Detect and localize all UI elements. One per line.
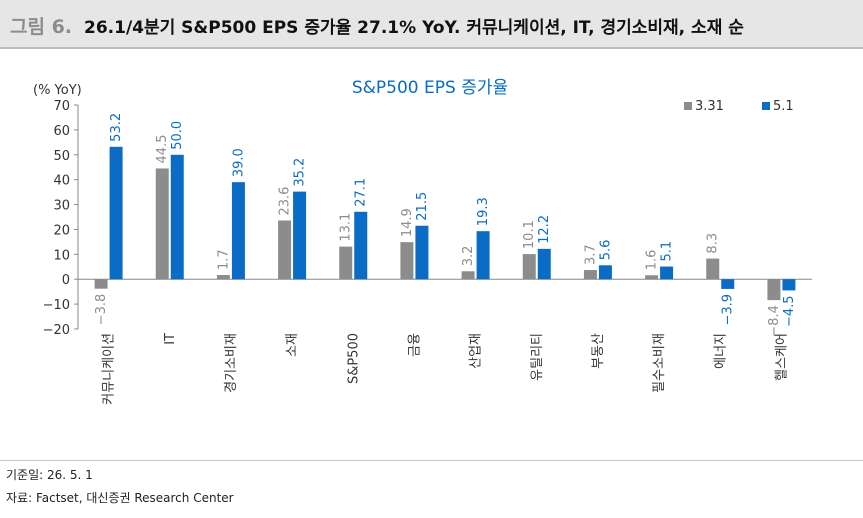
bar-series1: [400, 242, 414, 280]
data-label: 12.2: [537, 215, 552, 244]
bar-series2: [721, 279, 735, 289]
data-label: 14.9: [400, 208, 415, 237]
legend-swatch-2: [762, 102, 770, 110]
y-tick-label: −10: [43, 298, 70, 313]
bar-series1: [706, 258, 720, 280]
category-label: 필수소비재: [652, 333, 667, 393]
bar-series2: [476, 231, 490, 280]
category-label: 에너지: [713, 333, 728, 369]
y-axis-unit: (% YoY): [33, 83, 82, 98]
bar-series2: [537, 248, 551, 280]
bar-series2: [782, 279, 796, 291]
bar-series2: [109, 146, 123, 280]
data-label: 1.7: [216, 249, 231, 270]
bar-series1: [461, 271, 475, 280]
legend-label-1: 3.31: [695, 99, 724, 114]
data-label: −3.8: [94, 294, 109, 326]
legend-swatch-1: [684, 102, 692, 110]
y-tick-label: −20: [43, 323, 70, 338]
category-label: S&P500: [346, 333, 361, 384]
y-tick-label: 30: [53, 199, 70, 214]
footer-divider: [0, 460, 863, 461]
data-label: 53.2: [109, 113, 124, 142]
y-tick-label: 50: [53, 149, 70, 164]
y-tick-label: 70: [53, 99, 70, 114]
bar-series2: [660, 266, 674, 280]
data-label: 5.1: [660, 241, 675, 262]
data-label: 21.5: [415, 192, 430, 221]
data-label: 39.0: [231, 148, 246, 177]
data-label: 13.1: [339, 213, 354, 242]
category-label: 금융: [407, 333, 422, 357]
bar-chart: S&P500 EPS 증가율 (% YoY)70 60 50 40 30 20 10 0 −10 −…: [33, 78, 812, 405]
bar-series1: [278, 220, 292, 280]
bar-series2: [598, 265, 612, 280]
y-tick-label: 60: [53, 124, 70, 139]
bar-series1: [522, 254, 536, 280]
data-label: 10.1: [522, 220, 537, 249]
bar-series2: [231, 182, 245, 280]
data-label: 19.3: [476, 197, 491, 226]
data-label: 35.2: [293, 158, 308, 187]
data-label: −4.5: [782, 295, 797, 327]
base-date: 기준일: 26. 5. 1: [6, 468, 93, 482]
bar-series1: [94, 279, 108, 289]
data-label: 1.6: [645, 250, 660, 271]
bar-series1: [583, 270, 597, 280]
data-label: 50.0: [170, 121, 185, 150]
bar-series1: [645, 275, 659, 280]
category-label: 헬스케어: [774, 333, 789, 381]
bar-series1: [339, 246, 353, 280]
data-label: 5.6: [598, 240, 613, 261]
bar-series1: [155, 168, 169, 280]
data-label: 44.5: [155, 135, 170, 164]
data-label: 27.1: [354, 178, 369, 207]
category-label: 경기소비재: [224, 333, 239, 393]
category-label: 부동산: [591, 333, 606, 369]
bar-series2: [170, 154, 184, 280]
chart-title: S&P500 EPS 증가율: [352, 78, 508, 98]
bar-series2: [293, 191, 307, 280]
category-label: 소재: [285, 333, 300, 357]
data-label: 23.6: [278, 187, 293, 216]
category-label: IT: [163, 333, 178, 345]
category-label: 커뮤니케이션: [102, 333, 117, 405]
category-label: 유틸리티: [530, 333, 545, 381]
figure-header: 그림 6. 26.1/4분기 S&P500 EPS 증가율 27.1% YoY.…: [0, 0, 863, 49]
chart-area: S&P500 EPS 증가율 (% YoY) 70 60 50 40 30 20 10 0 −10 −…: [0, 60, 863, 460]
figure-title: 26.1/4분기 S&P500 EPS 증가율 27.1% YoY. 커뮤니케이…: [84, 18, 744, 38]
bar-series1: [216, 274, 230, 280]
legend-label-2: 5.1: [773, 99, 794, 114]
bar-series1: [767, 279, 781, 301]
category-label: 산업재: [469, 333, 484, 369]
source-note: 자료: Factset, 대신증권 Research Center: [6, 491, 234, 505]
y-tick-label: 20: [53, 223, 70, 238]
y-tick-label: 10: [53, 248, 70, 263]
figure-label: 그림 6.: [10, 16, 73, 38]
y-tick-label: 0: [62, 273, 70, 288]
data-label: −8.4: [767, 305, 782, 337]
data-label: 3.2: [461, 246, 476, 267]
bar-series2: [354, 211, 368, 280]
bar-series2: [415, 225, 429, 280]
data-label: 8.3: [706, 233, 721, 254]
data-label: −3.9: [721, 294, 736, 326]
y-tick-label: 40: [53, 174, 70, 189]
data-label: 3.7: [583, 244, 598, 265]
